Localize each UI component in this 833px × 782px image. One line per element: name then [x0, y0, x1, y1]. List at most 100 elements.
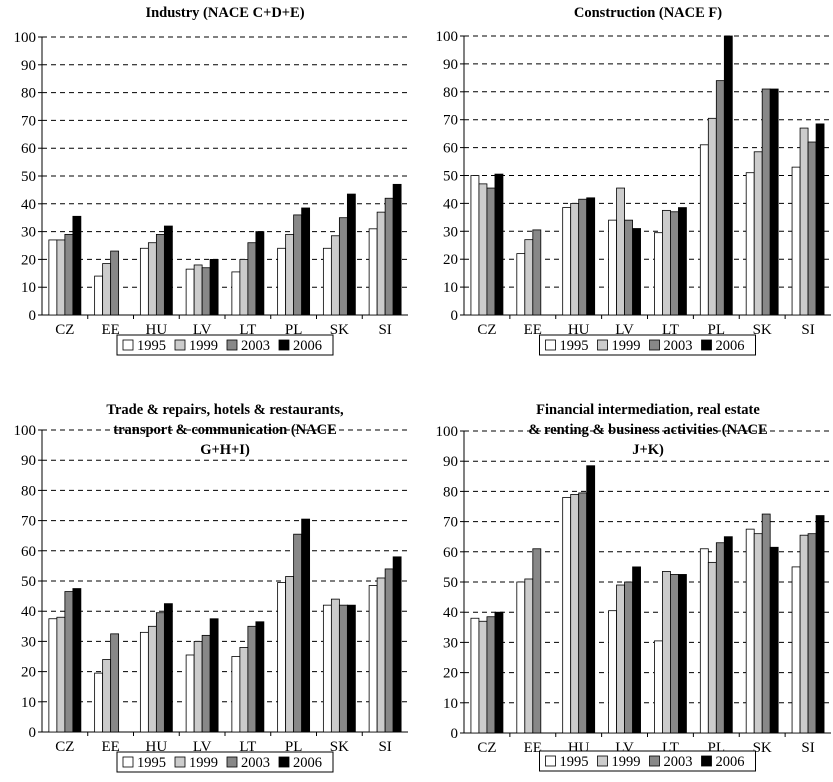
bar-2003-SI — [807, 533, 817, 734]
bar-2006-LT — [678, 207, 687, 316]
bar-2006-HU — [163, 225, 173, 316]
bar-1995-HU — [139, 247, 149, 316]
y-tick-label: 70 — [21, 514, 36, 530]
bar-2003-SK — [761, 513, 771, 734]
bar-1999-LT — [662, 209, 671, 316]
x-tick-label: EE — [101, 322, 119, 338]
bar-1995-LV — [608, 610, 617, 734]
y-tick-label: 30 — [443, 224, 458, 240]
bar-1995-SI — [791, 166, 801, 316]
y-tick-label: 90 — [443, 57, 458, 73]
y-tick-label: 50 — [443, 169, 458, 185]
bar-2003-LT — [670, 574, 679, 734]
y-tick-label: 40 — [21, 197, 36, 213]
bar-1999-LT — [239, 647, 249, 733]
bar-1999-PL — [707, 561, 717, 734]
bar-1995-PL — [277, 582, 287, 733]
y-tick-label: 10 — [21, 280, 36, 296]
bar-2006-LV — [209, 258, 219, 316]
bar-2006-LT — [678, 574, 687, 734]
chart-title-line: Financial intermediation, real estate — [536, 402, 760, 418]
bar-1995-SK — [745, 528, 755, 734]
x-tick-label: HU — [146, 739, 168, 755]
bar-1999-LT — [662, 571, 671, 734]
y-tick-label: 90 — [21, 58, 36, 74]
bar-2003-PL — [293, 533, 303, 733]
bar-1999-SK — [330, 235, 340, 316]
bar-1995-EE — [516, 581, 526, 734]
bar-2006-HU — [163, 603, 173, 733]
x-tick-label: SK — [753, 322, 772, 338]
bar-1995-EE — [94, 672, 104, 733]
y-tick-label: 100 — [14, 30, 37, 46]
bar-2003-CZ — [486, 187, 496, 316]
bar-2006-LT — [255, 231, 265, 316]
bar-2003-CZ — [486, 616, 496, 734]
y-tick-label: 0 — [29, 725, 37, 741]
y-tick-label: 40 — [21, 604, 36, 620]
legend-swatch-2006 — [278, 756, 290, 768]
legend-swatch-2003 — [226, 339, 238, 351]
legend-label-2003: 2003 — [664, 338, 693, 354]
legend-label-1999: 1999 — [189, 338, 218, 354]
y-tick-label: 80 — [443, 484, 458, 500]
bar-2003-HU — [155, 233, 165, 316]
bar-1999-CZ — [478, 183, 488, 316]
y-tick-label: 20 — [21, 252, 36, 268]
legend-label-2006: 2006 — [293, 755, 322, 771]
legend-label-2006: 2006 — [716, 754, 745, 770]
bar-2006-SI — [392, 183, 402, 316]
bar-2006-PL — [301, 207, 311, 316]
x-tick-label: CZ — [477, 740, 496, 756]
y-tick-label: 90 — [443, 454, 458, 470]
bar-2003-PL — [715, 542, 725, 734]
bar-1995-EE — [94, 275, 104, 316]
bar-1995-CZ — [470, 617, 480, 734]
bar-2006-LT — [255, 621, 265, 733]
bar-1999-PL — [285, 576, 295, 733]
x-tick-label: EE — [524, 740, 542, 756]
x-tick-label: SK — [330, 322, 349, 338]
y-tick-label: 30 — [21, 634, 36, 650]
x-tick-label: CZ — [55, 322, 74, 338]
bar-2003-SI — [384, 568, 394, 733]
bar-1999-HU — [147, 242, 157, 316]
x-tick-label: LV — [193, 322, 212, 338]
bar-2003-HU — [578, 198, 588, 316]
y-tick-label: 10 — [443, 280, 458, 296]
legend-swatch-2003 — [226, 756, 238, 768]
x-tick-label: CZ — [55, 739, 74, 755]
legend-swatch-1995 — [545, 339, 556, 351]
bar-2003-SI — [807, 141, 817, 316]
chart-title: Financial intermediation, real estate & … — [463, 400, 833, 460]
bar-2006-SK — [769, 88, 779, 316]
legend-label-2003: 2003 — [241, 755, 270, 771]
legend-label-2006: 2006 — [293, 338, 322, 354]
bar-1999-CZ — [478, 620, 488, 734]
x-tick-label: SK — [330, 739, 349, 755]
bar-2006-CZ — [494, 611, 504, 734]
bar-2003-PL — [715, 80, 725, 316]
y-tick-label: 40 — [443, 196, 458, 212]
legend-swatch-1999 — [174, 756, 186, 768]
bar-2006-SK — [346, 193, 356, 316]
x-tick-label: EE — [524, 322, 542, 338]
y-tick-label: 100 — [436, 424, 459, 440]
bar-1995-LT — [231, 271, 241, 316]
bar-2003-CZ — [64, 591, 74, 733]
bar-1999-SI — [799, 127, 809, 316]
x-tick-label: HU — [568, 322, 590, 338]
y-tick-label: 60 — [21, 544, 36, 560]
legend-label-2003: 2003 — [664, 754, 693, 770]
bar-2003-HU — [155, 612, 165, 733]
bar-1999-LV — [616, 187, 625, 316]
chart-title-line: & renting & business activities (NACE — [528, 422, 768, 438]
y-tick-label: 30 — [443, 635, 458, 651]
y-tick-label: 100 — [436, 29, 459, 45]
bar-1995-CZ — [470, 175, 480, 316]
chart-panel-trade: Trade & repairs, hotels & restaurants, t… — [0, 397, 410, 782]
bar-2006-HU — [586, 465, 596, 734]
bar-1999-HU — [570, 202, 580, 316]
